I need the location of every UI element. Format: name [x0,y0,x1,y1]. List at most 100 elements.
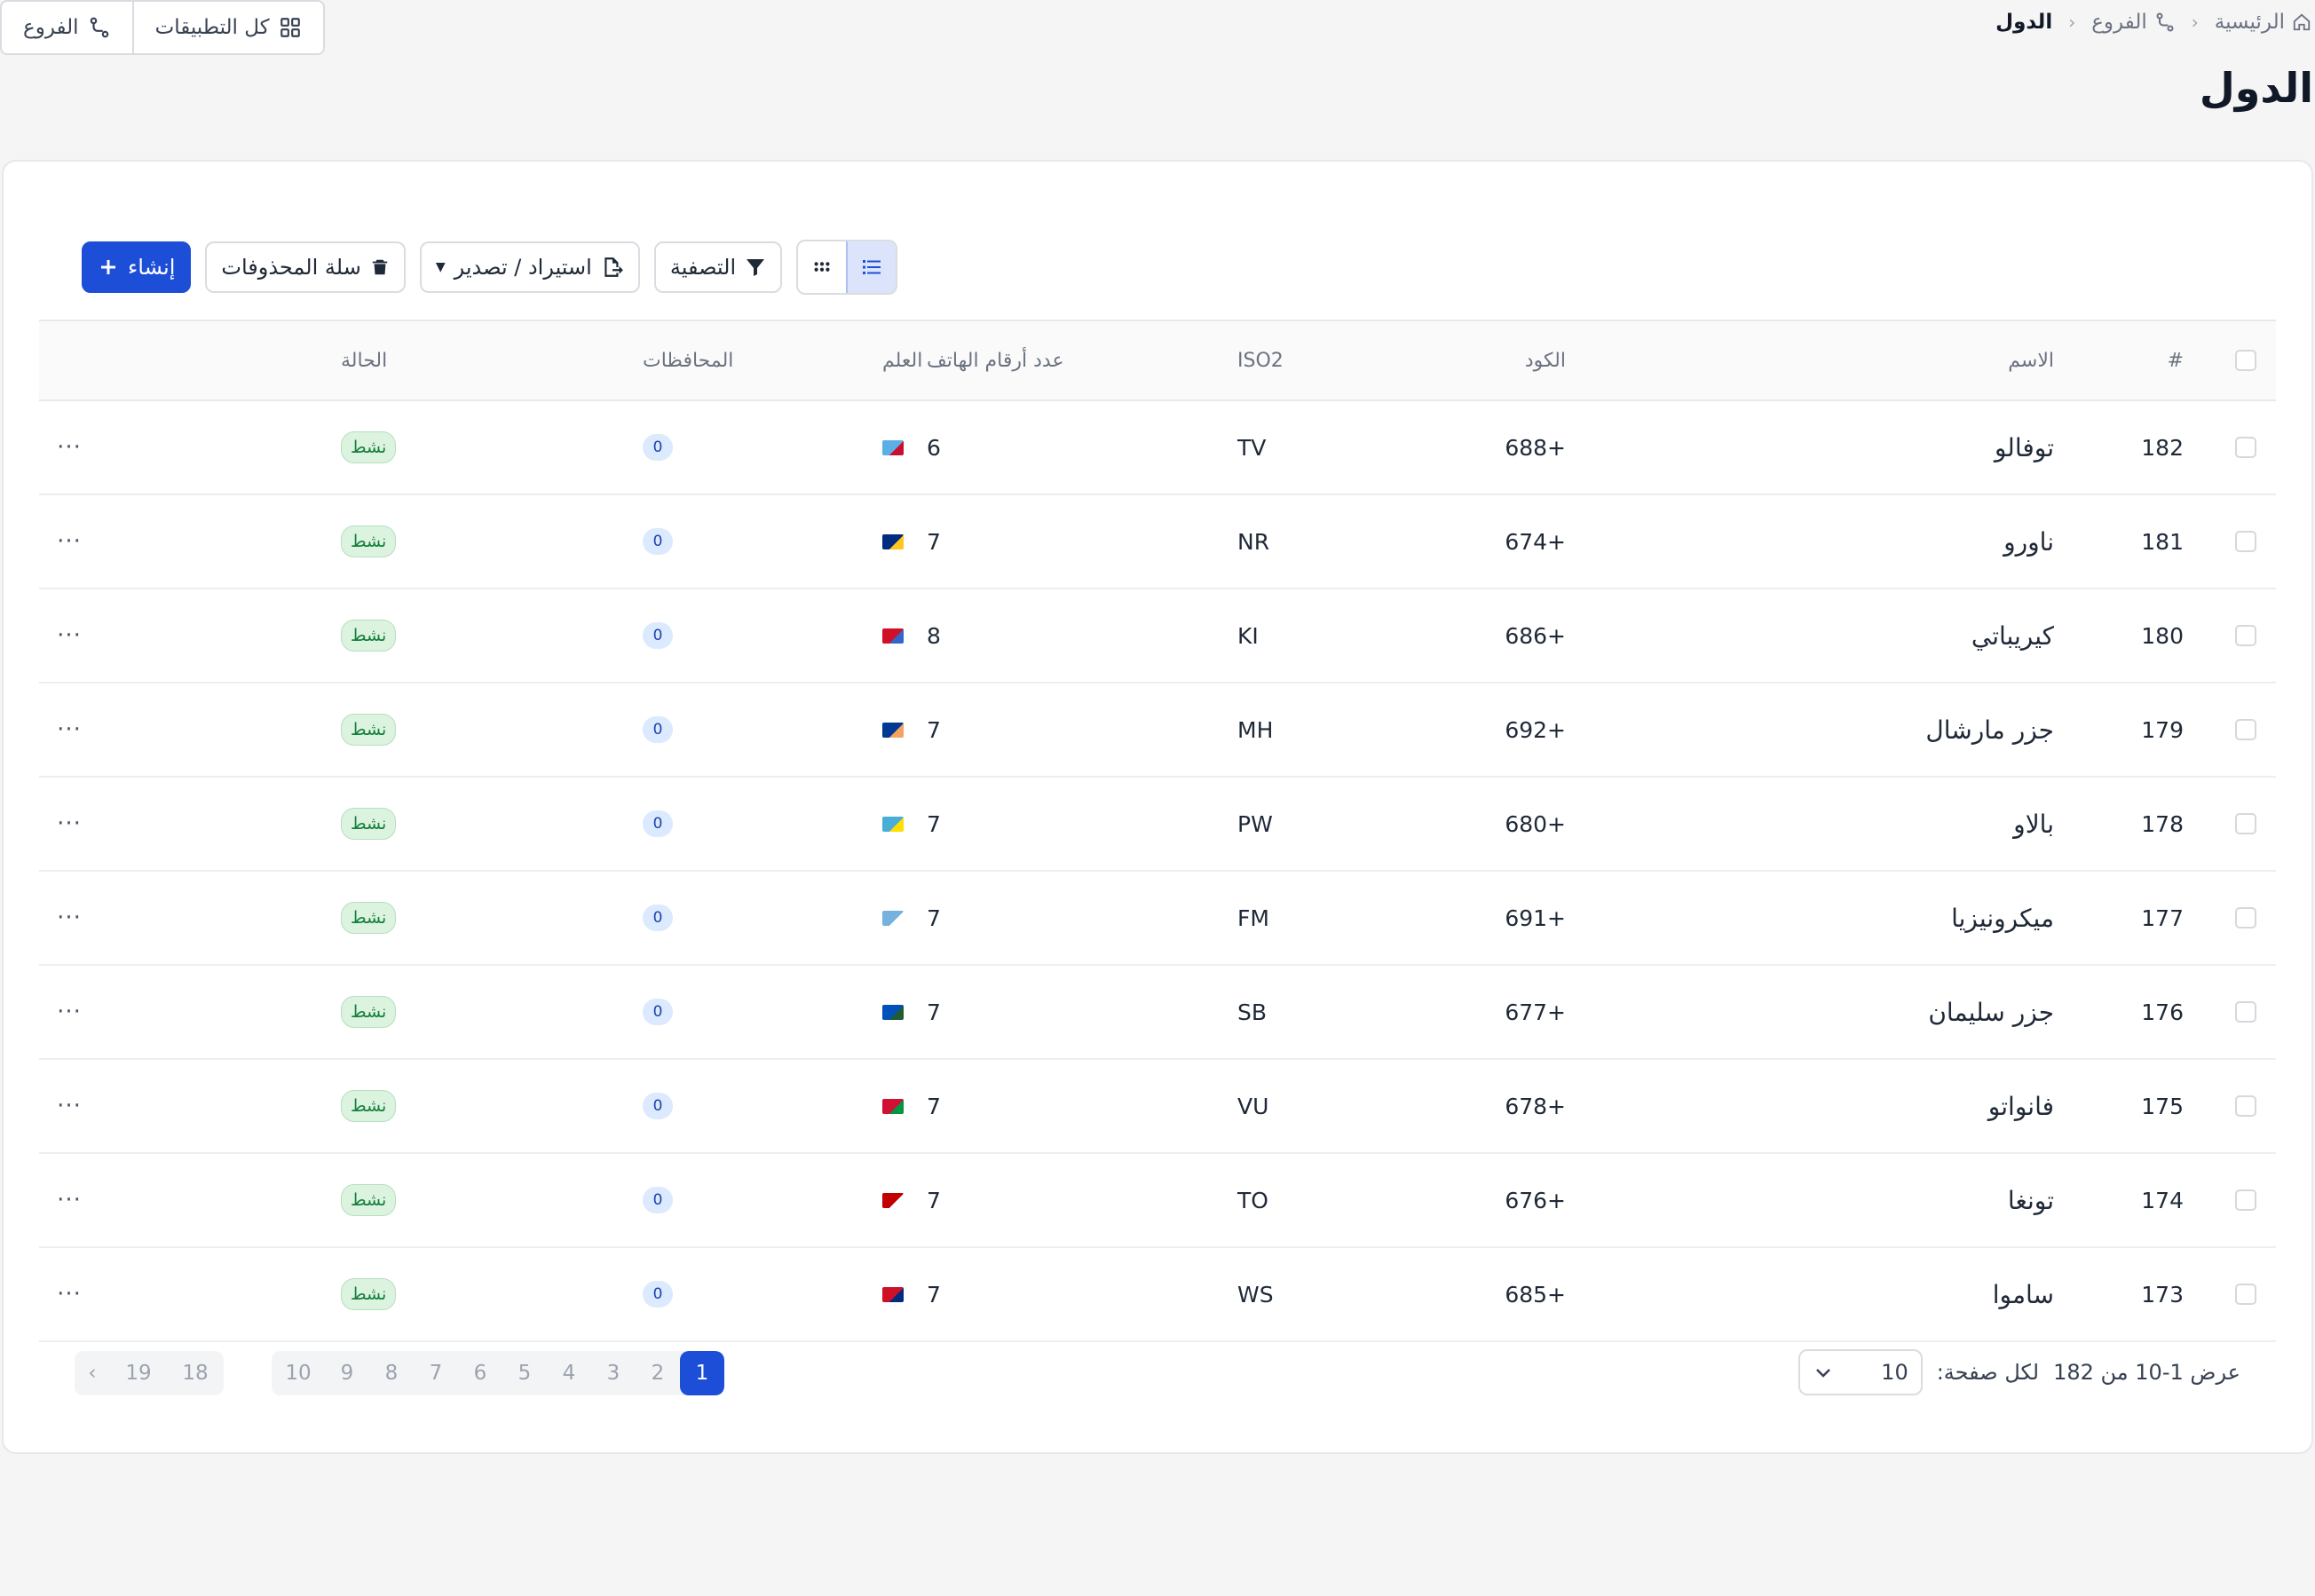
all-apps-button[interactable]: كل التطبيقات [134,2,323,53]
table-row[interactable]: 180 كيريباتي 686+ KI 8 0 نشط ··· [39,589,2276,683]
more-actions-icon[interactable]: ··· [57,716,82,743]
table-footer-info: عرض 1-10 من 182 لكل صفحة: 10 [1797,1349,2240,1395]
page-9[interactable]: 9 [340,1362,354,1385]
header-name[interactable]: الاسم [2008,349,2054,372]
all-apps-label: كل التطبيقات [154,16,270,39]
breadcrumb-current: الدول [1995,11,2053,34]
table-row[interactable]: 179 جزر مارشال 692+ MH 7 0 نشط ··· [39,683,2276,778]
table-row[interactable]: 182 توفالو 688+ TV 6 0 نشط ··· [39,401,2276,495]
chevron-down-icon [1815,1369,1830,1378]
row-flag-cell [882,683,971,776]
row-flag-cell [882,778,971,870]
table-row[interactable]: 174 تونغا 676+ TO 7 0 نشط ··· [39,1154,2276,1248]
row-checkbox[interactable] [2235,437,2256,458]
breadcrumb-home[interactable]: الرئيسية [2215,11,2311,34]
page-5[interactable]: 5 [518,1362,532,1385]
breadcrumb-branches-label: الفروع [2091,11,2147,34]
table-row[interactable]: 176 جزر سليمان 677+ SB 7 0 نشط ··· [39,966,2276,1060]
branches-button[interactable]: الفروع [2,2,134,53]
more-actions-icon[interactable]: ··· [57,622,82,649]
row-flag-cell [882,1248,971,1340]
more-actions-icon[interactable]: ··· [57,810,82,837]
row-checkbox[interactable] [2235,1189,2256,1211]
per-page-select[interactable]: 10 [1797,1349,1923,1395]
trash-button[interactable]: سلة المحذوفات [205,241,406,293]
showing-text: عرض 1-10 من 182 [2053,1360,2240,1385]
header-code[interactable]: الكود [1524,349,1566,372]
showing-range: 1-10 [2135,1360,2184,1385]
list-view-button[interactable] [846,241,897,293]
row-phone-digits: 7 [927,1187,941,1213]
per-page-value: 10 [1881,1360,1908,1385]
table-row[interactable]: 181 ناورو 674+ NR 7 0 نشط ··· [39,495,2276,589]
page-19[interactable]: 19 [125,1362,152,1385]
row-checkbox[interactable] [2235,907,2256,928]
row-checkbox[interactable] [2235,625,2256,646]
row-governorates-cell: 0 [643,1248,820,1340]
table-row[interactable]: 173 ساموا 685+ WS 7 0 نشط ··· [39,1248,2276,1342]
row-governorates-cell: 0 [643,495,820,588]
more-actions-icon[interactable]: ··· [57,1187,82,1213]
row-flag-cell [882,495,971,588]
row-checkbox[interactable] [2235,1284,2256,1305]
row-select-cell [2228,683,2264,776]
row-select-cell [2228,401,2264,494]
page-3[interactable]: 3 [606,1362,620,1385]
page-2[interactable]: 2 [651,1362,665,1385]
more-actions-icon[interactable]: ··· [57,999,82,1025]
page-18[interactable]: 18 [182,1362,209,1385]
row-code: 688+ [1505,434,1566,461]
page-7[interactable]: 7 [429,1362,443,1385]
row-name: ساموا [1992,1279,2054,1309]
page-8[interactable]: 8 [384,1362,399,1385]
header-iso2[interactable]: ISO2 [1237,349,1284,372]
row-checkbox[interactable] [2235,1095,2256,1117]
more-actions-icon[interactable]: ··· [57,528,82,555]
flag-icon [882,1004,904,1020]
status-badge: نشط [341,714,397,746]
row-checkbox[interactable] [2235,1001,2256,1023]
row-iso2: NR [1237,528,1270,555]
table-row[interactable]: 178 بالاو 680+ PW 7 0 نشط ··· [39,778,2276,872]
row-select-cell [2228,589,2264,682]
row-id: 174 [2141,1187,2184,1213]
page-10[interactable]: 10 [285,1362,312,1385]
create-button[interactable]: إنشاء [82,241,192,293]
breadcrumb-branches[interactable]: الفروع [2091,11,2176,34]
row-code: 686+ [1505,622,1566,649]
more-actions-icon[interactable]: ··· [57,1093,82,1119]
filter-button[interactable]: التصفية [653,241,783,293]
row-name: جزر سليمان [1928,997,2054,1027]
next-page-button[interactable]: ‹ [88,1362,97,1385]
header-phone-digits[interactable]: عدد أرقام الهاتف [927,349,1064,372]
page-1[interactable]: 1 [680,1351,724,1395]
header-status[interactable]: الحالة [341,349,388,372]
flag-icon [882,910,904,926]
flag-icon [882,439,904,455]
table-row[interactable]: 177 ميكرونيزيا 691+ FM 7 0 نشط ··· [39,872,2276,966]
more-actions-icon[interactable]: ··· [57,905,82,931]
row-checkbox[interactable] [2235,531,2256,552]
page-6[interactable]: 6 [473,1362,487,1385]
governorates-count-badge: 0 [643,1187,673,1213]
row-phone-digits: 7 [927,999,941,1025]
row-code: 676+ [1505,1187,1566,1213]
row-iso2: MH [1237,716,1274,743]
row-status-cell: نشط [341,589,447,682]
import-export-button[interactable]: استيراد / تصدير ▼ [419,241,640,293]
more-actions-icon[interactable]: ··· [57,1281,82,1308]
row-iso2: KI [1237,622,1259,649]
row-id: 180 [2141,622,2184,649]
row-code: 691+ [1505,905,1566,931]
plus-icon [101,260,115,274]
row-iso2: TV [1237,434,1267,461]
row-governorates-cell: 0 [643,872,820,964]
grid-view-button[interactable] [798,241,846,293]
more-actions-icon[interactable]: ··· [57,434,82,461]
status-badge: نشط [341,1278,397,1310]
table-row[interactable]: 175 فانواتو 678+ VU 7 0 نشط ··· [39,1060,2276,1154]
row-checkbox[interactable] [2235,813,2256,834]
row-checkbox[interactable] [2235,719,2256,740]
select-all-checkbox[interactable] [2235,350,2256,371]
page-4[interactable]: 4 [562,1362,576,1385]
